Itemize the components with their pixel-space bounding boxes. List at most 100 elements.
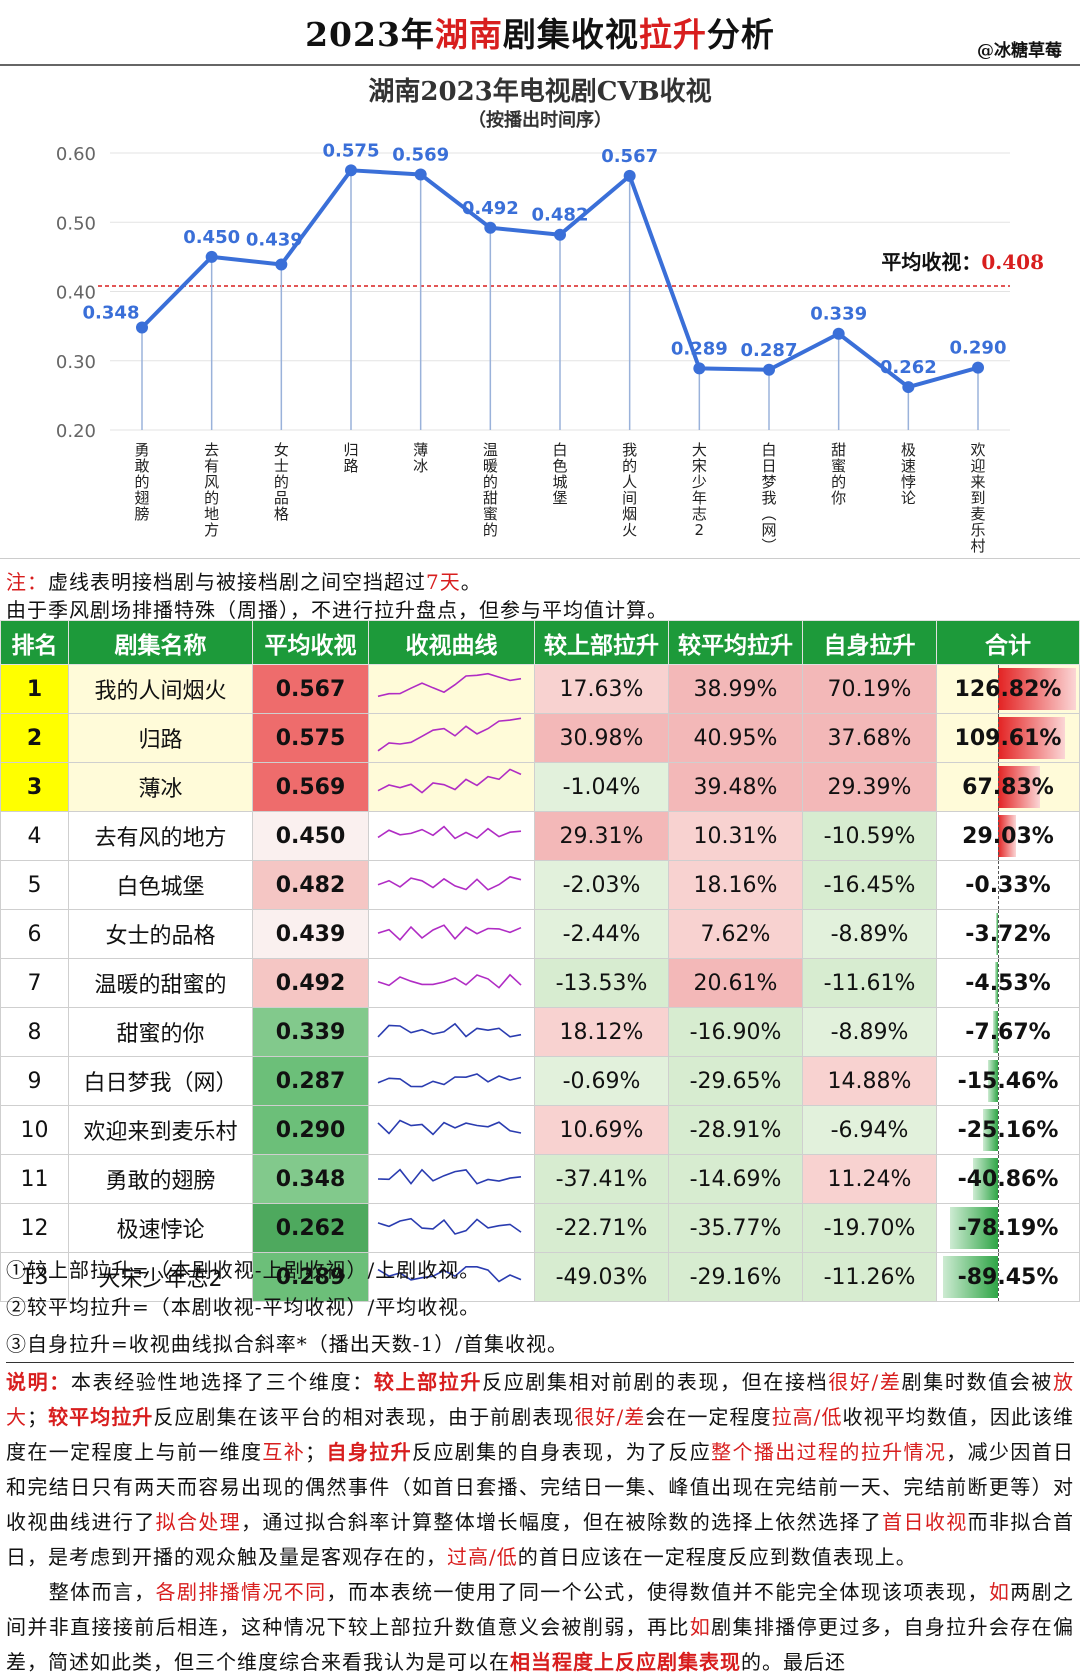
total-bar	[998, 668, 1077, 710]
chart-frame: 湖南2023年电视剧CVB收视 （按播出时间序） 0.60 0.50 0.40 0.30 0…	[0, 64, 1080, 559]
avg-rating-cell: 0.482	[252, 860, 369, 910]
sparkline	[377, 1168, 521, 1185]
name-cell: 女士的品格	[68, 909, 253, 959]
total-value: -25.16%	[957, 1117, 1059, 1143]
prev-lift-cell: 17.63%	[534, 664, 669, 714]
total-bar	[982, 1109, 998, 1151]
x-tick-label: 白日梦我︵网︶	[761, 441, 776, 555]
total-axis	[998, 1204, 999, 1252]
sparkline	[377, 1073, 521, 1088]
sparkline-cell	[368, 713, 535, 763]
self-lift-cell: -6.94%	[802, 1105, 937, 1155]
explain-segment: 剧集排播停更过多，自身拉升会存在偏差，简述如此类，但三个维度综合来看我认为是可以…	[6, 1615, 1075, 1674]
note-highlight: 7天	[426, 570, 461, 594]
avg-rating-cell: 0.348	[252, 1154, 369, 1204]
total-axis	[998, 910, 999, 958]
total-value: -0.33%	[965, 872, 1051, 898]
sparkline	[377, 768, 521, 794]
total-cell: -7.67%	[936, 1007, 1080, 1057]
sparkline-path	[377, 1073, 521, 1088]
x-tick-label: 欢迎来到麦乐村	[970, 441, 985, 555]
formula-3: ③自身拉升=收视曲线拟合斜率*（播出天数-1）/首集收视。	[6, 1332, 568, 1356]
data-label: 0.569	[392, 144, 449, 165]
table-row: 12 极速悖论 0.262 -22.71% -35.77% -19.70% -78.19%	[0, 1203, 1080, 1253]
x-tick-label: 勇敢的翅膀	[134, 441, 149, 523]
name-cell: 甜蜜的你	[68, 1007, 253, 1057]
avg-rating-cell: 0.575	[252, 713, 369, 763]
sparkline-path	[376, 1119, 521, 1136]
ranking-table: 排名 剧集名称 平均收视 收视曲线 较上部拉升 较平均拉升 自身拉升 合计 1 我的人间烟火 0.…	[0, 620, 1080, 1302]
data-point	[345, 164, 357, 177]
explain-segment: 很好/差	[574, 1405, 646, 1429]
sparkline-cell	[368, 664, 535, 714]
column-header: 自身拉升	[802, 620, 937, 665]
sparkline-cell	[368, 1007, 535, 1057]
chart-title: 湖南2023年电视剧CVB收视	[368, 76, 711, 107]
title-part-5: 分析	[706, 15, 775, 54]
rank-cell: 9	[0, 1056, 69, 1106]
avg-rating-cell: 0.339	[252, 1007, 369, 1057]
data-point	[693, 362, 706, 375]
total-bar	[998, 717, 1066, 759]
sparkline	[377, 973, 522, 989]
explain-segment: 拟合处理	[155, 1510, 242, 1534]
table-row: 1 我的人间烟火 0.567 17.63% 38.99% 70.19% 126.82%	[0, 664, 1080, 714]
table-body: 1 我的人间烟火 0.567 17.63% 38.99% 70.19% 126.82% 2 归路…	[0, 664, 1080, 1302]
column-header: 收视曲线	[368, 620, 535, 665]
total-axis	[998, 763, 999, 811]
table-row: 2 归路 0.575 30.98% 40.95% 37.68% 109.61%	[0, 713, 1080, 763]
sparkline	[376, 1022, 521, 1038]
total-cell: 29.03%	[936, 811, 1080, 861]
total-axis	[998, 714, 999, 762]
table-row: 11 勇敢的翅膀 0.348 -37.41% -14.69% 11.24% -40.86%	[0, 1154, 1080, 1204]
x-tick-label: 甜蜜的你	[831, 441, 846, 507]
y-tick-label: 0.40	[56, 283, 96, 304]
avg-rating-cell: 0.569	[252, 762, 369, 812]
total-value: -40.86%	[957, 1166, 1059, 1192]
explain-segment: 反应剧集相对前剧的表现，但在接档	[482, 1370, 829, 1394]
rank-cell: 10	[0, 1105, 69, 1155]
sparkline	[377, 924, 521, 941]
y-tick-label: 0.60	[56, 144, 96, 165]
note-prefix: 注：	[6, 570, 48, 594]
explain-segment: 反应剧集在该平台的相对表现，由于前剧表现	[153, 1405, 575, 1429]
y-tick-label: 0.50	[56, 213, 96, 234]
table-row: 4 去有风的地方 0.450 29.31% 10.31% -10.59% 29.03%	[0, 811, 1080, 861]
total-bar	[988, 1060, 998, 1102]
explain-segment: ；	[305, 1440, 327, 1464]
avg-rating-cell: 0.289	[252, 1252, 369, 1302]
total-value: -7.67%	[965, 1019, 1051, 1045]
mean-lift-cell: -28.91%	[668, 1105, 803, 1155]
prev-lift-cell: -13.53%	[534, 958, 669, 1008]
total-value: -4.53%	[965, 970, 1051, 996]
data-label: 0.262	[880, 357, 937, 378]
total-axis	[998, 1008, 999, 1056]
data-label: 0.348	[83, 303, 140, 324]
total-value: -15.46%	[957, 1068, 1059, 1094]
y-tick-label: 0.20	[56, 421, 96, 442]
explain-segment: 反应剧集的自身表现，为了反应	[412, 1440, 712, 1464]
prev-lift-cell: -0.69%	[534, 1056, 669, 1106]
total-value: -78.19%	[957, 1215, 1059, 1241]
data-point	[136, 321, 148, 334]
total-cell: -3.72%	[936, 909, 1080, 959]
avg-rating-cell: 0.290	[252, 1105, 369, 1155]
mean-lift-cell: -14.69%	[668, 1154, 803, 1204]
total-cell: -89.45%	[936, 1252, 1080, 1302]
table-row: 13 大宋少年志2 0.289 -49.03% -29.16% -11.26% -89.45…	[0, 1252, 1080, 1302]
mean-lift-cell: 20.61%	[668, 958, 803, 1008]
name-cell: 勇敢的翅膀	[68, 1154, 253, 1204]
sparkline-path	[377, 973, 522, 989]
x-tick-label: 温暖的甜蜜的	[483, 441, 498, 539]
explain-segment: 整体而言，	[6, 1580, 156, 1604]
data-label: 0.290	[950, 338, 1007, 359]
table-row: 7 温暖的甜蜜的 0.492 -13.53% 20.61% -11.61% -4.53%	[0, 958, 1080, 1008]
data-point	[484, 221, 497, 234]
explain-segment: 两剧之间并非直接接前后相连，这种情况下较上部拉升数值意义会被削弱，再比	[6, 1580, 1075, 1639]
total-axis	[998, 665, 999, 713]
x-tick-label: 女士的品格	[274, 441, 289, 523]
column-header: 剧集名称	[68, 620, 253, 665]
rank-cell: 1	[0, 664, 69, 714]
total-axis	[998, 812, 999, 860]
column-header: 较平均拉升	[668, 620, 803, 665]
